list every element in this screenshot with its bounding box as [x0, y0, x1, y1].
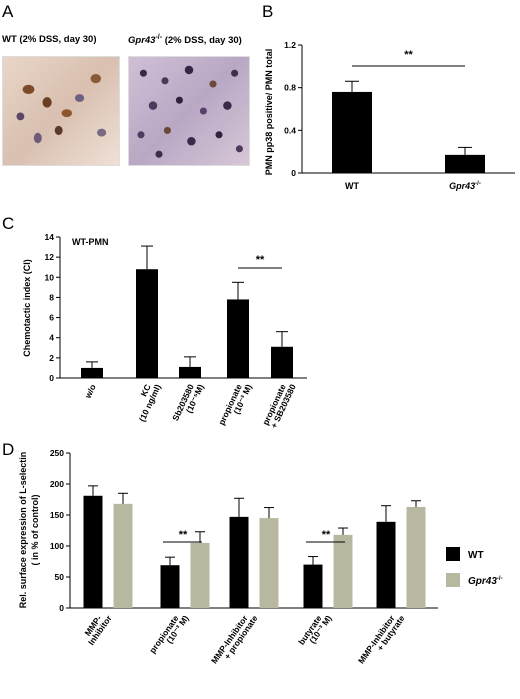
caption-strain: WT: [2, 34, 17, 45]
chart-d-bar-gpr43: [190, 542, 210, 608]
chart-b-y-tick-label: 0: [291, 168, 296, 178]
caption-condition: (2% DSS, day 30): [162, 35, 242, 47]
chart-b-y-tick-label: 1.2: [284, 40, 296, 50]
chart-d-bar-wt: [229, 516, 249, 608]
chart-d-bar-wt: [160, 565, 180, 608]
chart-d-legend-label: Gpr43-/-: [468, 576, 503, 587]
chart-d-bar-gpr43: [333, 534, 353, 608]
chart-b-y-label: PMN pp38 positive/ PMN total: [264, 49, 274, 176]
chart-d-legend-label: WT: [468, 550, 484, 561]
chart-b-y-tick-label: 0.4: [284, 125, 296, 135]
chart-d-bar-gpr43: [113, 503, 133, 608]
chart-b-bar: [445, 154, 485, 173]
chart-b-x-label: WT: [345, 181, 359, 191]
caption-sup: -/-: [155, 34, 163, 41]
chart-d-y-label-2: ( in % of control): [30, 495, 40, 566]
caption-condition: (2% DSS, day 30): [16, 34, 97, 45]
chart-d-y-tick-label: 250: [50, 448, 64, 458]
chart-c-significance-label: **: [256, 254, 265, 266]
chart-b-bar: [332, 91, 372, 173]
chart-d-legend-swatch: [446, 547, 460, 561]
panel-a-letter: A: [2, 2, 14, 21]
chart-c-bar: [81, 367, 103, 378]
chart-c-y-tick-label: 14: [45, 232, 55, 242]
chart-b-significance-label: **: [404, 49, 413, 61]
chart-d-bar-gpr43: [406, 506, 426, 608]
panel-b-letter: B: [262, 2, 274, 21]
chart-d-legend-swatch: [446, 573, 460, 587]
chart-d-significance-label: **: [322, 529, 331, 541]
chart-d-y-tick-label: 150: [50, 510, 64, 520]
chart-d-bar-wt: [376, 521, 396, 608]
chart-c-title: WT-PMN: [72, 237, 109, 247]
chart-c-y-tick-label: 12: [45, 252, 55, 262]
chart-c-bar: [136, 269, 158, 378]
chart-d-y-tick-label: 50: [55, 572, 65, 582]
chart-d-bar-wt: [303, 564, 323, 608]
chart-d-y-tick-label: 200: [50, 479, 64, 489]
chart-c-y-tick-label: 0: [49, 373, 54, 383]
chart-c-bar: [179, 366, 201, 378]
micrograph-gpr43-ko: [128, 56, 250, 166]
chart-d-bar-wt: [83, 495, 103, 608]
micrograph-ko-caption: Gpr43-/- (2% DSS, day 30): [128, 34, 242, 46]
chart-d-bar-gpr43: [259, 518, 279, 608]
chart-c-bar: [227, 299, 249, 378]
chart-c-x-label: KC: [139, 383, 153, 398]
chart-c-y-tick-label: 10: [45, 272, 55, 282]
chart-d-y-tick-label: 100: [50, 541, 64, 551]
panel-c-letter: C: [2, 214, 15, 233]
chart-c-y-tick-label: 8: [49, 292, 54, 302]
micrograph-wt-caption: WT (2% DSS, day 30): [2, 34, 97, 45]
chart-c-y-tick-label: 2: [49, 353, 54, 363]
chart-c-y-tick-label: 6: [49, 313, 54, 323]
chart-d-y-label: Rel. surface expression of L-selectin: [18, 452, 28, 609]
chart-d-y-tick-label: 0: [59, 603, 64, 613]
panel-d-letter: D: [2, 440, 15, 459]
chart-b-x-label: Gpr43-/-: [449, 181, 481, 191]
chart-c-bar: [271, 346, 293, 378]
chart-c-y-label: Chemotactic index (CI): [22, 259, 32, 357]
chart-b-y-tick-label: 0.8: [284, 83, 296, 93]
chart-d-significance-label: **: [179, 529, 188, 541]
caption-strain: Gpr43: [128, 35, 156, 47]
chart-c-x-label: w/o: [82, 383, 97, 401]
micrograph-wt: [2, 56, 120, 166]
chart-c-y-tick-label: 4: [49, 333, 54, 343]
